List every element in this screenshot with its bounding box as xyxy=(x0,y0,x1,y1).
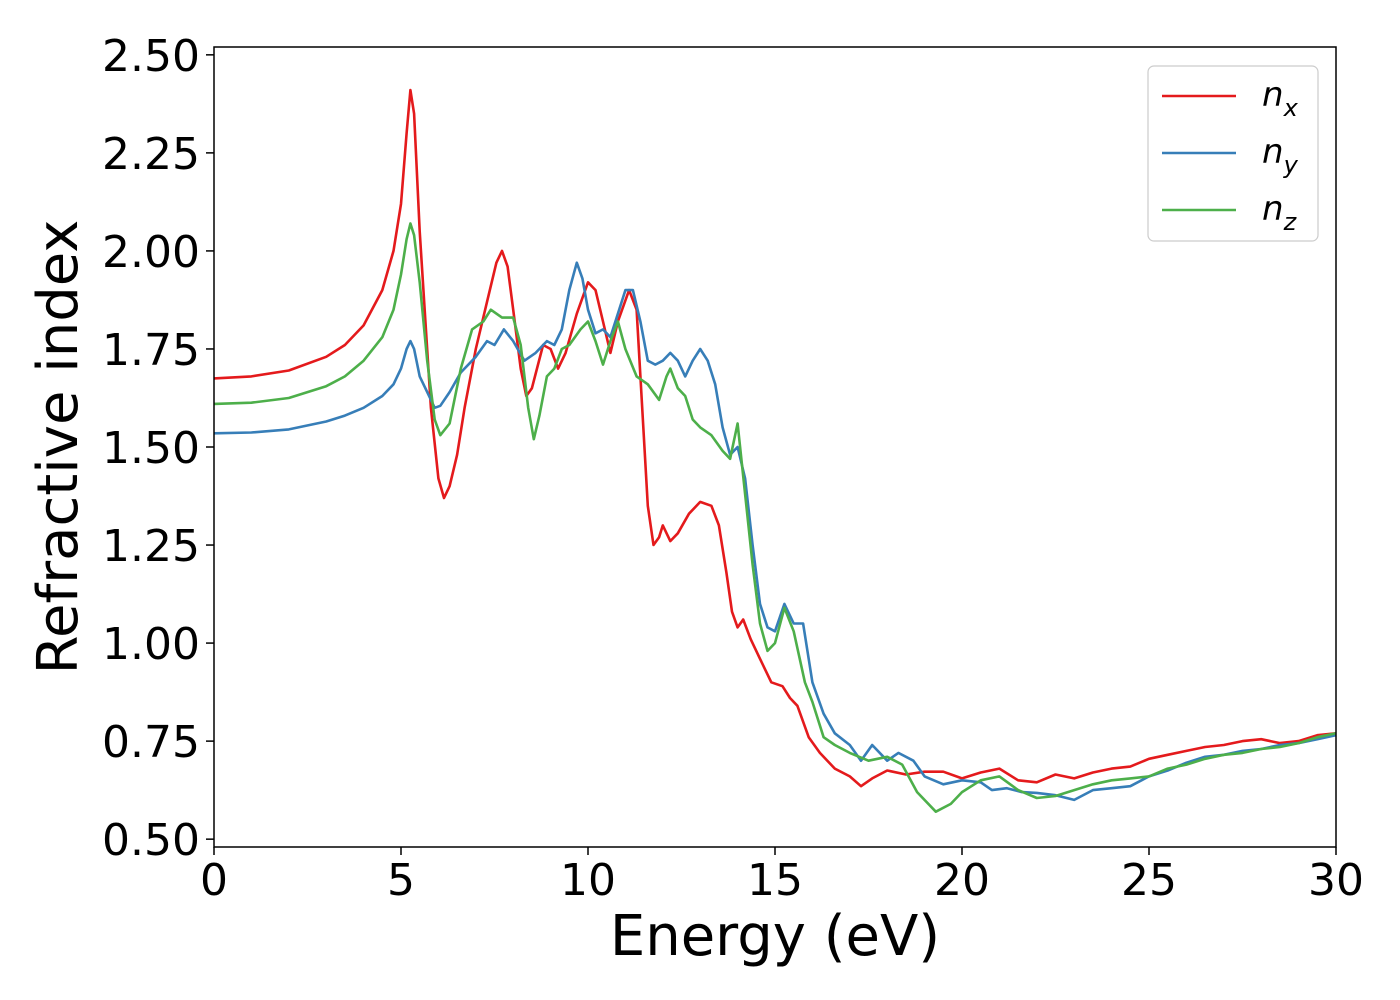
y-tick-label: 2.00 xyxy=(102,227,200,278)
y-tick-label: 0.50 xyxy=(102,815,200,866)
y-axis-ticks: 0.50 0.75 1.00 1.25 1.50 1.75 2.00 2.25 2.50 xyxy=(102,31,214,866)
legend-label-nz: nz xyxy=(1262,189,1298,236)
x-tick-label: 20 xyxy=(934,855,990,906)
x-tick-label: 30 xyxy=(1308,855,1364,906)
series-line-ny xyxy=(214,261,1336,802)
series-line-nx xyxy=(214,88,1336,788)
y-tick-label: 1.25 xyxy=(102,521,200,572)
y-axis-label: Refractive index xyxy=(26,220,91,675)
y-tick-label: 1.75 xyxy=(102,325,200,376)
series-layer xyxy=(214,88,1336,813)
x-tick-label: 0 xyxy=(200,855,228,906)
legend-label-nx: nx xyxy=(1262,75,1299,122)
legend: nx ny nz xyxy=(1147,65,1319,242)
legend-label-ny: ny xyxy=(1262,132,1299,179)
y-tick-label: 1.50 xyxy=(102,423,200,474)
y-tick-label: 2.50 xyxy=(102,31,200,82)
x-tick-label: 15 xyxy=(747,855,803,906)
x-tick-label: 25 xyxy=(1121,855,1177,906)
x-tick-label: 10 xyxy=(560,855,616,906)
y-tick-label: 0.75 xyxy=(102,717,200,768)
x-axis-label: Energy (eV) xyxy=(610,904,940,969)
series-line-nz xyxy=(214,222,1336,813)
x-tick-label: 5 xyxy=(387,855,415,906)
y-tick-label: 1.00 xyxy=(102,619,200,670)
y-tick-label: 2.25 xyxy=(102,129,200,180)
x-axis-ticks: 0 5 10 15 20 25 30 xyxy=(200,847,1364,906)
